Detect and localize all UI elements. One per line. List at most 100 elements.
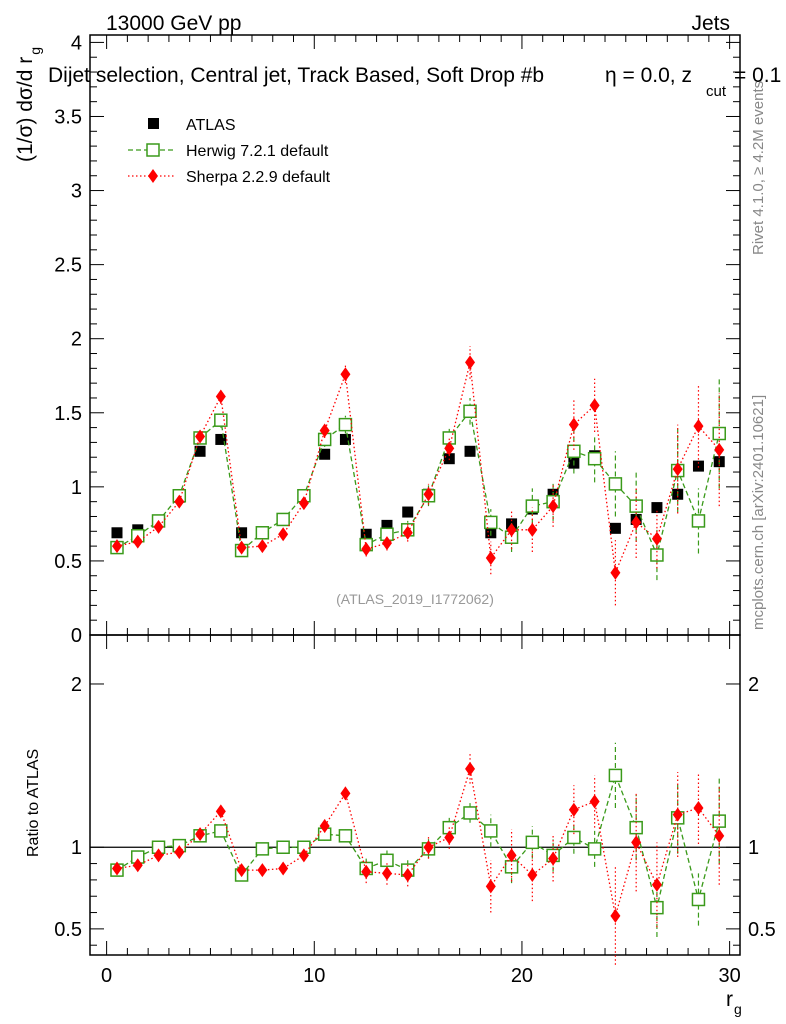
main-sherpa-point bbox=[111, 539, 122, 554]
main-sherpa-point bbox=[672, 462, 683, 477]
ratio-herwig-point bbox=[712, 814, 726, 828]
main-sherpa-point bbox=[236, 540, 247, 555]
ratio-panel-frame bbox=[89, 634, 741, 956]
plot-title-main: Dijet selection, Central jet, Track Base… bbox=[48, 64, 544, 87]
ratio-sherpa-point bbox=[423, 840, 434, 855]
plot-title-tail: η = 0.0, z bbox=[605, 64, 692, 87]
legend-atlas-label: ATLAS bbox=[186, 117, 236, 134]
main-atlas-point bbox=[381, 519, 393, 531]
ratio-ytick-label-right: 1 bbox=[748, 837, 759, 859]
ratio-herwig-point bbox=[338, 829, 353, 843]
legend-sherpa-marker bbox=[148, 169, 158, 183]
main-sherpa-point bbox=[215, 389, 226, 404]
ratio-sherpa-point bbox=[548, 851, 559, 866]
ratio-xtick-label: 10 bbox=[303, 965, 325, 987]
main-atlas-point bbox=[464, 445, 476, 457]
ratio-sherpa-line bbox=[116, 768, 720, 916]
ratio-herwig-point bbox=[650, 900, 664, 915]
ratio-sherpa-point bbox=[319, 819, 330, 834]
ratio-sherpa-point bbox=[714, 828, 725, 843]
rivet-version-label: Rivet 4.1.0, ≥ 4.2M events bbox=[750, 81, 767, 255]
main-atlas-point bbox=[360, 528, 372, 540]
plot-title-sub: cut bbox=[706, 83, 727, 100]
main-atlas-point bbox=[651, 502, 663, 514]
main-ylabel-text: (1/σ) dσ/d r bbox=[14, 57, 37, 162]
main-herwig-point bbox=[608, 477, 623, 491]
main-herwig-point bbox=[525, 499, 540, 513]
main-ytick-label: 0 bbox=[71, 625, 82, 647]
ratio-series-layer bbox=[110, 742, 726, 965]
main-atlas-point bbox=[111, 527, 123, 539]
main-sherpa-point bbox=[568, 417, 579, 432]
ratio-herwig-point bbox=[691, 892, 706, 907]
main-sherpa-point bbox=[319, 423, 330, 438]
main-herwig-point bbox=[255, 526, 270, 540]
ratio-herwig-point bbox=[504, 860, 519, 874]
ratio-ytick-label: 1 bbox=[71, 837, 82, 859]
ratio-sherpa-point bbox=[527, 868, 538, 882]
legend-herwig-marker bbox=[146, 143, 160, 157]
ratio-ytick-label-right: 0.5 bbox=[748, 919, 776, 941]
main-sherpa-point bbox=[651, 531, 662, 546]
ratio-sherpa-point bbox=[215, 804, 226, 819]
ratio-sherpa-point bbox=[568, 802, 579, 817]
main-sherpa-point bbox=[381, 536, 392, 551]
main-sherpa-point bbox=[257, 539, 268, 554]
main-atlas-point bbox=[339, 433, 351, 445]
ratio-sherpa-point bbox=[589, 794, 600, 809]
main-ylabel-sub: g bbox=[27, 47, 43, 55]
main-ytick-label: 1.5 bbox=[54, 403, 82, 425]
main-ylabel: (1/σ) dσ/d r g bbox=[14, 47, 43, 162]
ratio-sherpa-point bbox=[236, 863, 247, 878]
main-sherpa-point bbox=[506, 522, 517, 537]
ratio-sherpa-point bbox=[651, 877, 662, 892]
ratio-sherpa-point bbox=[485, 879, 496, 894]
main-atlas-point bbox=[236, 527, 248, 539]
ratio-ylabel: Ratio to ATLAS bbox=[25, 749, 42, 857]
main-sherpa-point bbox=[444, 441, 455, 456]
legend-atlas-marker bbox=[148, 118, 159, 129]
main-ytick-label: 1 bbox=[71, 477, 82, 499]
main-sherpa-point bbox=[714, 442, 725, 457]
ratio-xtick-label: 0 bbox=[101, 965, 112, 987]
ratio-herwig-point bbox=[276, 840, 290, 854]
ratio-tick-labels: 0 10 20 30 0.5 0.5 1 1 2 2 bbox=[54, 674, 776, 987]
header-energy-label: 13000 GeV pp bbox=[106, 12, 241, 35]
main-sherpa-point bbox=[693, 419, 704, 434]
ratio-sherpa-point bbox=[672, 807, 683, 822]
ratio-herwig-line bbox=[116, 773, 720, 908]
ratio-herwig-point bbox=[587, 842, 602, 856]
plot-title-end: = 0.1 bbox=[734, 64, 781, 87]
main-sherpa-point bbox=[153, 519, 164, 534]
ratio-herwig-point bbox=[525, 835, 540, 850]
main-herwig-point bbox=[276, 512, 290, 527]
main-atlas-point bbox=[215, 433, 227, 445]
ratio-sherpa-point bbox=[402, 868, 413, 882]
main-ytick-label: 3 bbox=[71, 181, 82, 203]
main-sherpa-point bbox=[465, 355, 476, 370]
ratio-ytick-label-right: 2 bbox=[748, 674, 759, 696]
main-sherpa-point bbox=[527, 522, 538, 537]
ratio-sherpa-point bbox=[465, 761, 476, 776]
ratio-sherpa-point bbox=[693, 801, 704, 816]
main-sherpa-point bbox=[589, 398, 600, 413]
main-sherpa-point bbox=[298, 496, 309, 511]
main-sherpa-point bbox=[402, 525, 413, 540]
ratio-herwig-point bbox=[463, 806, 477, 820]
main-ytick-label: 0.5 bbox=[54, 551, 82, 573]
main-sherpa-point bbox=[610, 565, 621, 580]
main-sherpa-point bbox=[340, 367, 351, 382]
ratio-herwig-point bbox=[608, 768, 623, 783]
main-sherpa-point bbox=[278, 527, 289, 542]
main-herwig-point bbox=[214, 413, 228, 427]
ratio-sherpa-point bbox=[340, 786, 351, 801]
main-herwig-point bbox=[691, 514, 706, 528]
legend: ATLAS Herwig 7.2.1 default Sherpa 2.2.9 … bbox=[128, 117, 331, 186]
ratio-ytick-label: 0.5 bbox=[54, 919, 82, 941]
main-atlas-point bbox=[319, 448, 331, 460]
ratio-xtick-label: 30 bbox=[718, 965, 740, 987]
mcplots-site-label: mcplots.cern.ch [arXiv:2401.10621] bbox=[750, 395, 767, 630]
main-herwig-point bbox=[587, 451, 602, 466]
main-sherpa-point bbox=[548, 499, 559, 514]
ratio-herwig-point bbox=[629, 820, 643, 835]
